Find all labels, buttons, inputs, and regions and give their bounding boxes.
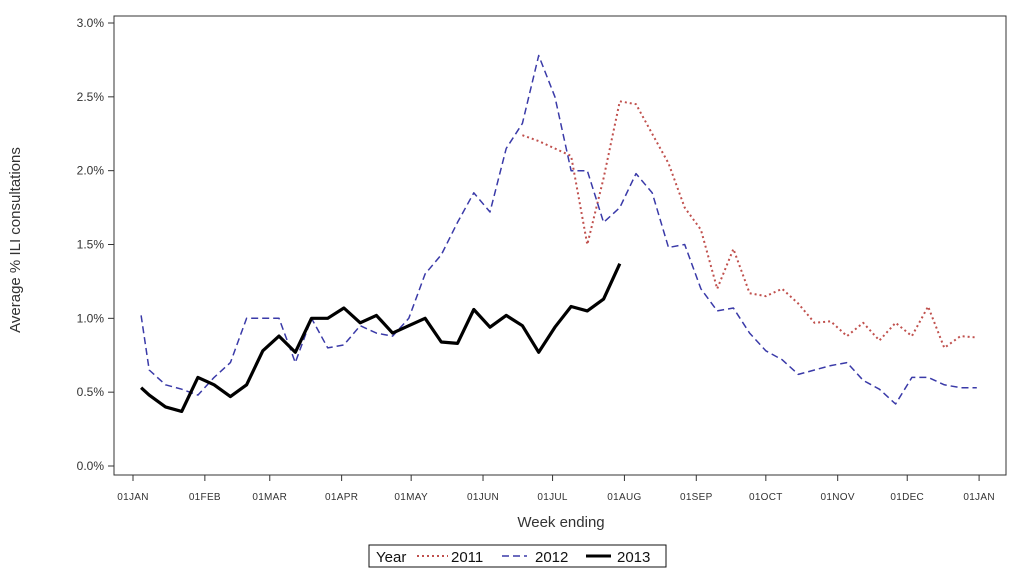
x-tick-label: 01MAR [252,492,287,503]
x-tick-label: 01AUG [607,492,641,503]
plot-area [113,15,1007,476]
plot-frame [113,15,1007,476]
series-line-2011 [522,100,977,349]
series-layer [140,54,977,413]
y-tick-label: 2.0% [77,164,105,178]
y-tick-label: 1.0% [77,311,105,325]
x-tick-label: 01DEC [890,492,924,503]
legend-label-2013: 2013 [617,549,650,566]
x-tick-label: 01JUN [467,492,499,503]
series-line-2013 [140,263,622,413]
y-tick-label: 2.5% [77,90,105,104]
legend-label-2011: 2011 [451,549,483,566]
x-tick-label: 01MAY [394,492,428,503]
x-tick-label: 01JUL [537,492,568,503]
legend-title: Year [376,549,406,566]
series-line-2012 [140,54,977,405]
x-axis-title: Week ending [517,514,604,531]
y-tick-label: 3.0% [77,16,105,30]
legend-label-2012: 2012 [535,549,568,566]
x-tick-label: 01NOV [821,492,855,503]
x-tick-label: 01APR [325,492,358,503]
x-tick-label: 01SEP [680,492,713,503]
y-tick-label: 1.5% [77,238,105,252]
x-tick-label: 01JAN [117,492,149,503]
x-tick-label: 01OCT [749,492,783,503]
x-tick-label: 01JAN [963,492,995,503]
y-axis-title: Average % ILI consultations [7,147,24,333]
y-tick-label: 0.5% [77,385,105,399]
legend: Year 2011 2012 2013 [368,544,667,568]
x-tick-label: 01FEB [189,492,221,503]
x-axis: 01JAN 01FEB 01MAR 01APR 01MAY 01JUN 01JUL 01AUG… [117,475,995,503]
y-axis: 0.0% 0.5% 1.0% 1.5% 2.0% 2.5% 3.0% [77,16,114,473]
y-tick-label: 0.0% [77,459,105,473]
